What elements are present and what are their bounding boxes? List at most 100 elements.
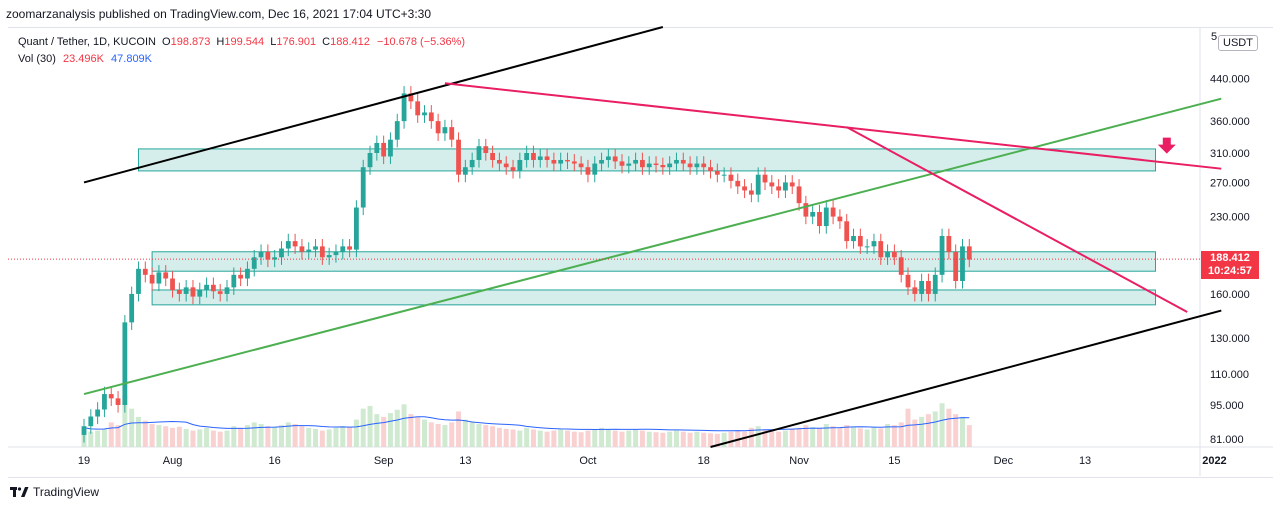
candle-body[interactable] (108, 394, 114, 399)
candle-body[interactable] (674, 159, 679, 164)
candle-body[interactable] (960, 246, 965, 282)
candle-body[interactable] (435, 121, 441, 134)
candle-body[interactable] (388, 139, 393, 157)
candle-body[interactable] (646, 163, 652, 168)
candle-body[interactable] (129, 293, 135, 323)
candle-body[interactable] (217, 291, 223, 294)
candle-body[interactable] (279, 248, 284, 258)
candle-body[interactable] (265, 251, 271, 260)
candle-body[interactable] (571, 161, 577, 164)
candle-body[interactable] (864, 246, 870, 248)
down-arrow-icon[interactable] (1157, 137, 1176, 154)
candle-body[interactable] (415, 101, 421, 116)
channel-top[interactable] (83, 26, 664, 184)
candle-body[interactable] (626, 163, 632, 166)
zone-1[interactable] (137, 148, 1157, 172)
candle-body[interactable] (544, 156, 550, 160)
candle-body[interactable] (837, 216, 843, 222)
candle-body[interactable] (898, 257, 904, 275)
candle-body[interactable] (789, 182, 795, 187)
candle-body[interactable] (183, 287, 189, 294)
green-trendline[interactable] (83, 97, 1222, 396)
footer-brand[interactable]: TradingView (33, 485, 100, 499)
candle-body[interactable] (394, 121, 400, 140)
candle-body[interactable] (497, 159, 502, 164)
candle-body[interactable] (871, 241, 877, 247)
candle-body[interactable] (783, 182, 788, 191)
candle-body[interactable] (422, 112, 427, 116)
candle-body[interactable] (313, 246, 318, 250)
candle-body[interactable] (95, 409, 101, 417)
candle-body[interactable] (88, 416, 94, 427)
candle-body[interactable] (857, 235, 863, 247)
candle-body[interactable] (667, 163, 673, 168)
candle-body[interactable] (306, 249, 312, 252)
candle-body[interactable] (823, 207, 829, 227)
candle-body[interactable] (953, 251, 959, 282)
candle-body[interactable] (748, 190, 754, 195)
candle-body[interactable] (299, 246, 305, 252)
candle-body[interactable] (966, 246, 972, 260)
candle-body[interactable] (701, 163, 707, 168)
candle-body[interactable] (735, 180, 741, 187)
candle-body[interactable] (939, 235, 945, 275)
candle-body[interactable] (408, 93, 414, 102)
candle-body[interactable] (687, 163, 693, 168)
candle-body[interactable] (442, 127, 448, 134)
candle-body[interactable] (401, 93, 407, 122)
candle-body[interactable] (728, 174, 734, 181)
candle-body[interactable] (374, 142, 380, 153)
candle-body[interactable] (551, 159, 557, 164)
candle-body[interactable] (333, 251, 339, 256)
candle-body[interactable] (537, 156, 543, 160)
candle-body[interactable] (694, 163, 700, 168)
candle-body[interactable] (367, 152, 373, 168)
candle-body[interactable] (251, 257, 257, 269)
candle-body[interactable] (176, 289, 182, 294)
candle-body[interactable] (517, 159, 523, 171)
candle-body[interactable] (503, 163, 509, 168)
candle-body[interactable] (844, 221, 850, 242)
candle-body[interactable] (476, 146, 482, 160)
candle-body[interactable] (885, 251, 890, 258)
candle-body[interactable] (919, 281, 925, 294)
candle-body[interactable] (633, 159, 639, 164)
channel-bottom[interactable] (710, 309, 1222, 448)
candle-body[interactable] (136, 268, 141, 294)
candle-body[interactable] (932, 274, 938, 294)
minor-downtrend[interactable] (846, 126, 1188, 313)
candle-body[interactable] (197, 289, 203, 297)
tradingview-logo-icon[interactable] (10, 486, 29, 498)
candle-body[interactable] (360, 167, 366, 208)
candle-body[interactable] (231, 274, 237, 288)
candle-body[interactable] (558, 159, 564, 164)
candle-body[interactable] (891, 251, 897, 258)
candle-body[interactable] (796, 186, 802, 204)
candle-body[interactable] (619, 161, 625, 166)
volume-label[interactable]: Vol (30) (18, 53, 56, 65)
candle-body[interactable] (258, 251, 264, 258)
candle-body[interactable] (347, 246, 352, 250)
candle-body[interactable] (245, 268, 250, 279)
candle-body[interactable] (149, 274, 155, 284)
candle-body[interactable] (483, 146, 489, 153)
candle-body[interactable] (428, 112, 434, 122)
candle-body[interactable] (905, 274, 911, 288)
legend-symbol[interactable]: Quant / Tether, 1D, KUCOIN (18, 36, 156, 48)
candle-body[interactable] (204, 284, 209, 290)
candle-body[interactable] (354, 207, 359, 250)
candle-body[interactable] (742, 186, 747, 191)
candle-body[interactable] (224, 287, 230, 294)
candle-body[interactable] (762, 174, 768, 183)
zone-2[interactable] (151, 251, 1157, 272)
candle-body[interactable] (326, 255, 332, 258)
candle-body[interactable] (612, 156, 618, 162)
candle-body[interactable] (851, 235, 856, 242)
candle-body[interactable] (524, 152, 530, 160)
zone-3[interactable] (151, 289, 1157, 306)
candle-body[interactable] (449, 127, 455, 140)
candle-body[interactable] (122, 322, 128, 405)
candle-body[interactable] (810, 212, 816, 217)
candle-body[interactable] (456, 139, 461, 175)
